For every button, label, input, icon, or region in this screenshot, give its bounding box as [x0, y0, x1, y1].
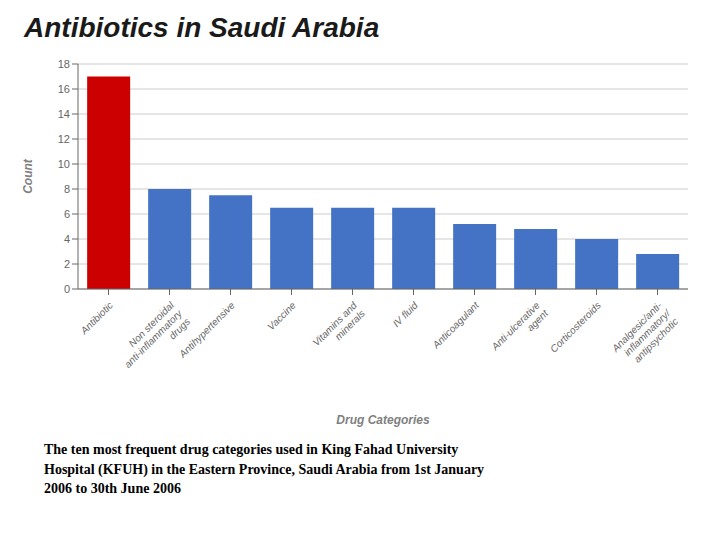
svg-text:Antibiotic: Antibiotic — [78, 300, 115, 337]
svg-text:18: 18 — [58, 58, 70, 70]
svg-text:Non steroidalanti-inflammatory: Non steroidalanti-inflammatorydrugs — [114, 299, 193, 378]
svg-text:14: 14 — [58, 108, 70, 120]
svg-text:8: 8 — [64, 183, 70, 195]
html-text:The ten most frequent drug cat: The ten most frequent drug categories us… — [44, 442, 459, 457]
svg-text:Count: Count — [21, 158, 35, 194]
html-text:2006 to 30th June 2006: 2006 to 30th June 2006 — [44, 481, 181, 497]
svg-text:Vaccine: Vaccine — [265, 299, 298, 332]
svg-text:Vitamins andminerals: Vitamins andminerals — [310, 299, 367, 356]
svg-text:6: 6 — [64, 208, 70, 220]
svg-text:0: 0 — [64, 283, 70, 295]
svg-text:4: 4 — [64, 233, 70, 245]
svg-text:Anti-ulcerativeagent: Anti-ulcerativeagent — [489, 299, 551, 361]
html-text:Antibiotics in Saudi Arabia: Antibiotics in Saudi Arabia — [24, 12, 380, 43]
svg-text:IV fluid: IV fluid — [391, 299, 421, 329]
svg-text:16: 16 — [58, 83, 70, 95]
svg-text:12: 12 — [58, 133, 70, 145]
svg-text:Drug Categories: Drug Categories — [336, 413, 430, 427]
html-text:Hospital (KFUH) in the Eastern: Hospital (KFUH) in the Eastern Province,… — [44, 461, 485, 477]
svg-text:Corticosteroids: Corticosteroids — [548, 300, 603, 355]
svg-text:Analgesic/anti-inflammatory/an: Analgesic/anti-inflammatory/antipsychoti… — [609, 299, 681, 371]
svg-text:2: 2 — [64, 258, 70, 270]
svg-text:Anticoagulant: Anticoagulant — [430, 299, 482, 351]
svg-text:10: 10 — [58, 158, 70, 170]
svg-text:Antihypertensive: Antihypertensive — [176, 299, 237, 360]
